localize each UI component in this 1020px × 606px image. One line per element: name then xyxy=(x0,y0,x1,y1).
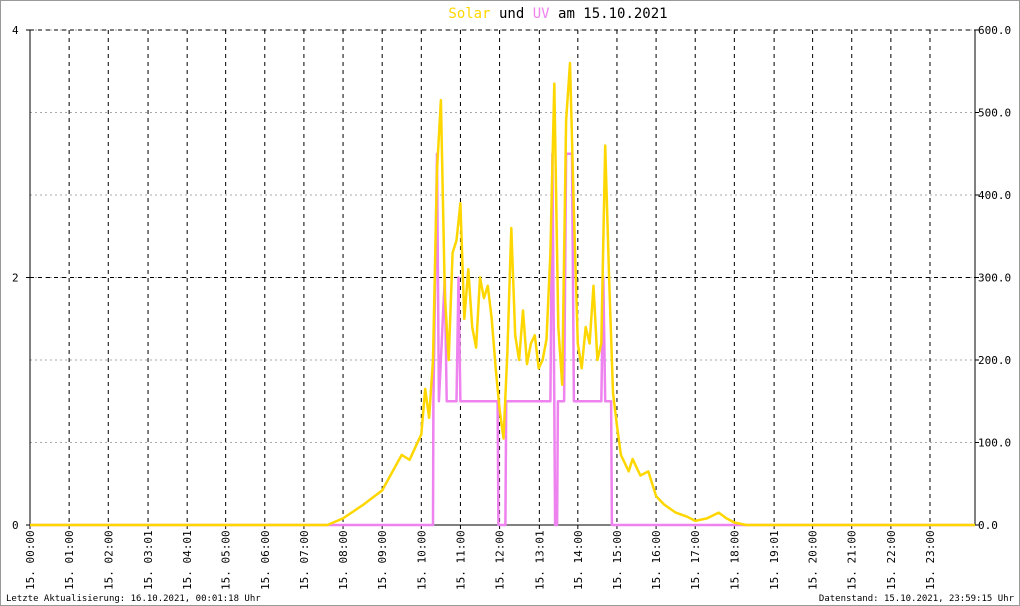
x-tick-label: 15. 13:01 xyxy=(533,530,546,590)
x-tick-label: 15. 21:00 xyxy=(846,530,859,590)
title-series: Solar xyxy=(448,6,490,22)
x-tick-label: 15. 23:00 xyxy=(924,530,937,590)
y2-tick-label: 600.0 xyxy=(978,24,1011,37)
x-tick-label: 15. 14:00 xyxy=(572,530,585,590)
x-tick-label: 15. 18:00 xyxy=(728,530,741,590)
y2-tick-label: 200.0 xyxy=(978,354,1011,367)
x-tick-label: 15. 20:00 xyxy=(807,530,820,590)
x-tick-label: 15. 03:01 xyxy=(142,530,155,590)
x-tick-label: 15. 16:00 xyxy=(650,530,663,590)
y-tick-label: 0 xyxy=(12,519,19,532)
x-tick-label: 15. 01:00 xyxy=(63,530,76,590)
footer-right: Datenstand: 15.10.2021, 23:59:15 Uhr xyxy=(819,594,1015,604)
y-tick-label: 4 xyxy=(12,24,19,37)
x-tick-label: 15. 04:01 xyxy=(181,530,194,590)
chart-title: Solar und UV am 15.10.2021 xyxy=(448,6,667,22)
title-series: UV xyxy=(533,6,550,22)
y2-tick-label: 0.0 xyxy=(978,519,998,532)
x-tick-label: 15. 11:00 xyxy=(454,530,467,590)
x-tick-label: 15. 15:00 xyxy=(611,530,624,590)
y2-tick-label: 400.0 xyxy=(978,189,1011,202)
x-tick-label: 15. 10:00 xyxy=(415,530,428,590)
x-tick-label: 15. 05:00 xyxy=(220,530,233,590)
x-tick-label: 15. 17:00 xyxy=(689,530,702,590)
x-tick-label: 15. 06:00 xyxy=(259,530,272,590)
footer-left: Letzte Aktualisierung: 16.10.2021, 00:01… xyxy=(6,594,261,604)
x-tick-label: 15. 08:00 xyxy=(337,530,350,590)
x-tick-label: 15. 02:00 xyxy=(102,530,115,590)
x-tick-label: 15. 09:00 xyxy=(376,530,389,590)
x-tick-label: 15. 19:01 xyxy=(768,530,781,590)
x-tick-label: 15. 12:00 xyxy=(494,530,507,590)
y-tick-label: 2 xyxy=(12,272,19,285)
series-line xyxy=(30,61,975,527)
y2-tick-label: 500.0 xyxy=(978,107,1011,120)
x-tick-label: 15. 22:00 xyxy=(885,530,898,590)
y2-tick-label: 300.0 xyxy=(978,272,1011,285)
title-word: am 15.10.2021 xyxy=(558,6,668,22)
title-word: und xyxy=(499,6,524,22)
x-tick-label: 15. 00:00 xyxy=(24,530,37,590)
y2-tick-label: 100.0 xyxy=(978,437,1011,450)
x-tick-label: 15. 07:00 xyxy=(298,530,311,590)
